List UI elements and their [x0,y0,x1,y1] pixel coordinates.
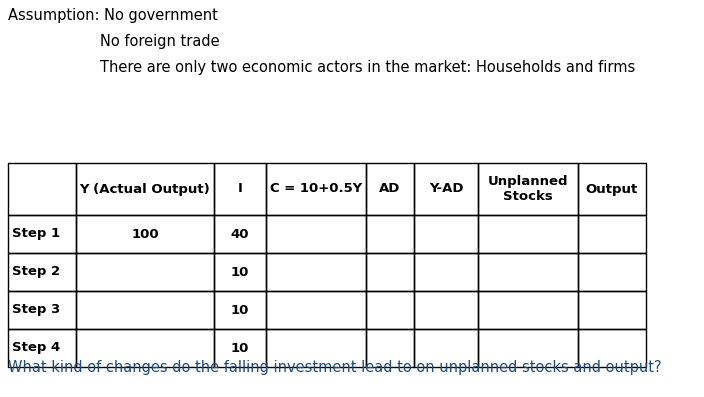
Bar [414,215,478,253]
Text: 100: 100 [131,227,159,241]
Bar [8,215,76,253]
Text: 10: 10 [231,266,249,279]
Bar [578,291,646,329]
Text: Y-AD: Y-AD [429,183,463,195]
Bar [214,253,266,291]
Bar [266,215,366,253]
Bar [578,215,646,253]
Bar [214,215,266,253]
Bar [76,329,214,367]
Text: There are only two economic actors in the market: Households and firms: There are only two economic actors in th… [100,60,635,75]
Text: Y (Actual Output): Y (Actual Output) [80,183,210,195]
Text: Output: Output [586,183,638,195]
Bar [414,253,478,291]
Text: Assumption: No government: Assumption: No government [8,8,218,23]
Bar [266,163,366,215]
Bar [414,329,478,367]
Bar [578,329,646,367]
Bar [578,253,646,291]
Bar [76,163,214,215]
Text: C = 10+0.5Y: C = 10+0.5Y [270,183,362,195]
Bar [366,215,414,253]
Text: 10: 10 [231,303,249,316]
Bar [366,329,414,367]
Bar [214,163,266,215]
Text: I: I [237,183,242,195]
Bar [76,253,214,291]
Text: Unplanned
Stocks: Unplanned Stocks [488,175,568,203]
Bar [478,163,578,215]
Bar [578,163,646,215]
Text: Step 1: Step 1 [12,227,60,241]
Bar [8,291,76,329]
Bar [266,253,366,291]
Text: AD: AD [379,183,401,195]
Text: Step 4: Step 4 [12,341,61,355]
Bar [366,253,414,291]
Bar [478,253,578,291]
Text: Step 3: Step 3 [12,303,61,316]
Bar [366,291,414,329]
Bar [266,329,366,367]
Text: 40: 40 [231,227,249,241]
Text: 10: 10 [231,341,249,355]
Bar [414,163,478,215]
Text: What kind of changes do the falling investment lead to on unplanned stocks and o: What kind of changes do the falling inve… [8,360,662,375]
Bar [214,329,266,367]
Bar [76,215,214,253]
Bar [414,291,478,329]
Text: No foreign trade: No foreign trade [100,34,220,49]
Bar [478,215,578,253]
Bar [8,253,76,291]
Bar [366,163,414,215]
Bar [8,163,76,215]
Bar [214,291,266,329]
Bar [8,329,76,367]
Bar [266,291,366,329]
Bar [478,291,578,329]
Bar [76,291,214,329]
Text: Step 2: Step 2 [12,266,60,279]
Bar [478,329,578,367]
